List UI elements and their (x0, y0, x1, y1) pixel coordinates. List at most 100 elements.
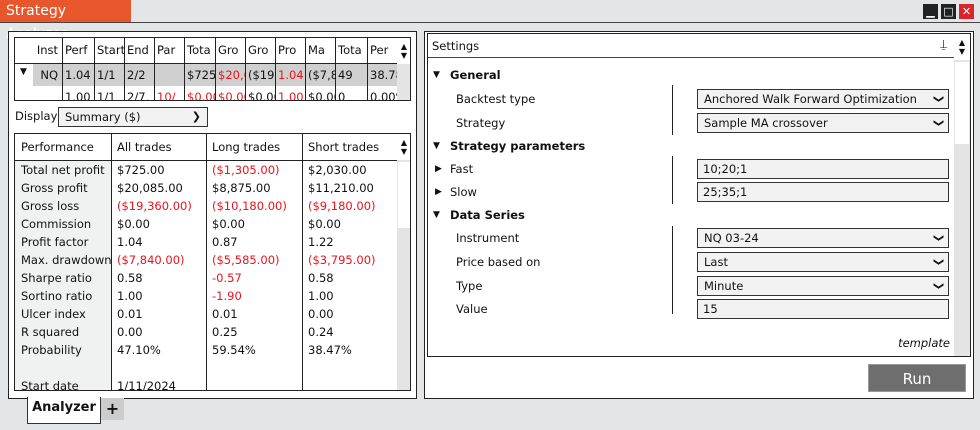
maximize-button[interactable]: □ (941, 4, 956, 19)
scroll-thumb[interactable] (398, 162, 410, 228)
minimize-button[interactable]: ▁ (923, 4, 938, 19)
grid-cell[interactable]: 1.00 (65, 90, 91, 101)
column-header[interactable]: Gro (218, 43, 239, 57)
window-title-tab[interactable]: Strategy Analyzer (0, 0, 131, 42)
strategy-select[interactable]: Sample MA crossover ❯ (697, 113, 949, 133)
run-button[interactable]: Run (868, 364, 966, 392)
column-header[interactable]: Performance (21, 140, 94, 154)
grid-cell[interactable]: 1/1 (97, 68, 116, 82)
splitter[interactable] (672, 85, 673, 135)
grid-cell[interactable]: ($19, (248, 68, 275, 82)
grid-cell[interactable]: 2/2 (127, 68, 146, 82)
grid-cell[interactable]: $0.00 (187, 90, 215, 101)
table-cell: ($9,180.00) (308, 199, 376, 213)
backtest_type-select[interactable]: Anchored Walk Forward Optimization ❯ (697, 89, 949, 109)
results-scrollbar[interactable]: ▲ ▼ (397, 38, 410, 100)
column-header[interactable]: Per (370, 43, 389, 57)
table-cell: 1.00 (117, 289, 143, 303)
chevron-down-icon: ❯ (191, 110, 201, 123)
fast-input[interactable]: 10;20;1 (697, 159, 949, 179)
grid-cell[interactable]: 1.00 (278, 90, 304, 101)
grid-cell[interactable]: 0 (338, 90, 346, 101)
grid-cell[interactable]: 49 (338, 68, 353, 82)
grid-cell[interactable]: 1.04 (65, 68, 91, 82)
settings-scrollbar[interactable]: ▲ ▼ (954, 34, 970, 356)
table-cell: $20,085.00 (117, 181, 183, 195)
column-divider (206, 134, 207, 390)
instrument-select[interactable]: NQ 03-24 ❯ (697, 228, 949, 248)
title-divider (0, 22, 980, 23)
results-grid[interactable]: Inst Perf Start End Par Tota Gro Gro Pro Ma Tota Pe… (14, 37, 411, 101)
strategy-value: Sample MA crossover (704, 116, 828, 130)
tab-analyzer[interactable]: Analyzer (27, 397, 101, 424)
column-header[interactable]: Par (157, 43, 176, 57)
table-cell: 1/11/2024 (117, 379, 176, 391)
column-header[interactable]: End (127, 43, 149, 57)
splitter[interactable] (672, 226, 673, 314)
column-divider (305, 38, 306, 100)
add-tab-button[interactable]: + (101, 398, 124, 420)
type-select[interactable]: Minute ❯ (697, 276, 949, 296)
row-label: Total net profit (21, 163, 105, 177)
column-header[interactable]: Gro (248, 43, 269, 57)
display-select[interactable]: Summary ($) ❯ (58, 107, 208, 127)
table-cell: 1.00 (308, 289, 334, 303)
grid-cell[interactable]: $0.00 (308, 90, 335, 101)
price_based_on-select[interactable]: Last ❯ (697, 252, 949, 272)
expand-arrow-icon[interactable]: ▶ (435, 164, 442, 174)
table-cell: $11,210.00 (308, 181, 374, 195)
grid-cell[interactable]: $0.00 (218, 90, 245, 101)
column-header[interactable]: Start (97, 43, 124, 57)
table-cell: 0.25 (212, 325, 238, 339)
column-header[interactable]: Tota (338, 43, 362, 57)
grid-cell[interactable]: NQ (40, 68, 58, 82)
performance-scrollbar[interactable]: ▲ ▼ (397, 134, 410, 390)
table-cell: ($10,180.00) (212, 199, 287, 213)
scroll-arrows-icon[interactable]: ▲ ▼ (397, 38, 410, 64)
table-cell: 0.87 (212, 235, 238, 249)
column-header[interactable]: Long trades (212, 140, 281, 154)
chevron-down-icon: ❯ (932, 94, 944, 104)
settings-header: Settings (428, 34, 954, 58)
grid-cell[interactable]: 0.00% (370, 90, 397, 101)
collapse-arrow-icon[interactable]: ▼ (433, 70, 440, 80)
template-link[interactable]: template (898, 336, 950, 350)
column-header[interactable]: All trades (117, 140, 172, 154)
grid-cell[interactable]: 10/ (157, 90, 176, 101)
type-value: Minute (704, 279, 744, 293)
column-header[interactable]: Ma (308, 43, 325, 57)
scroll-arrows-icon[interactable]: ▲ ▼ (397, 134, 410, 160)
scroll-thumb[interactable] (955, 62, 969, 144)
column-header[interactable]: Inst (36, 43, 58, 57)
slow-input[interactable]: 25;35;1 (697, 182, 949, 202)
section-data_series[interactable]: Data Series (450, 208, 525, 222)
column-header[interactable]: Perf (65, 43, 88, 57)
expand-icon[interactable]: ▼ (20, 67, 27, 77)
section-strategy_parameters[interactable]: Strategy parameters (450, 139, 586, 153)
grid-cell[interactable]: 1.04 (278, 68, 304, 82)
column-header[interactable]: Short trades (308, 140, 380, 154)
column-header[interactable]: Tota (187, 43, 211, 57)
scroll-arrows-icon[interactable]: ▲ ▼ (954, 34, 970, 60)
grid-cell[interactable]: $0.00 (248, 90, 275, 101)
grid-cell[interactable]: 2/7, (127, 90, 150, 101)
grid-cell[interactable]: 38.78 (370, 68, 397, 82)
expand-arrow-icon[interactable]: ▶ (435, 187, 442, 197)
value-input[interactable]: 15 (697, 299, 949, 319)
splitter[interactable] (672, 156, 673, 204)
section-general[interactable]: General (450, 68, 501, 82)
collapse-arrow-icon[interactable]: ▼ (433, 141, 440, 151)
grid-cell[interactable]: 1/1 (97, 90, 116, 101)
column-divider (184, 38, 185, 100)
grid-cell[interactable]: $20,0 (218, 68, 245, 82)
grid-cell[interactable]: $725 (187, 68, 215, 82)
display-value: Summary ($) (65, 110, 141, 124)
chevron-down-icon: ❯ (932, 233, 944, 243)
close-button[interactable]: ✕ (959, 4, 974, 19)
pin-icon[interactable]: ⍊ (940, 37, 948, 51)
column-header[interactable]: Pro (278, 43, 297, 57)
grid-cell[interactable]: ($7,8 (308, 68, 335, 82)
column-divider (245, 38, 246, 100)
collapse-arrow-icon[interactable]: ▼ (433, 210, 440, 220)
table-cell: 0.01 (212, 307, 238, 321)
